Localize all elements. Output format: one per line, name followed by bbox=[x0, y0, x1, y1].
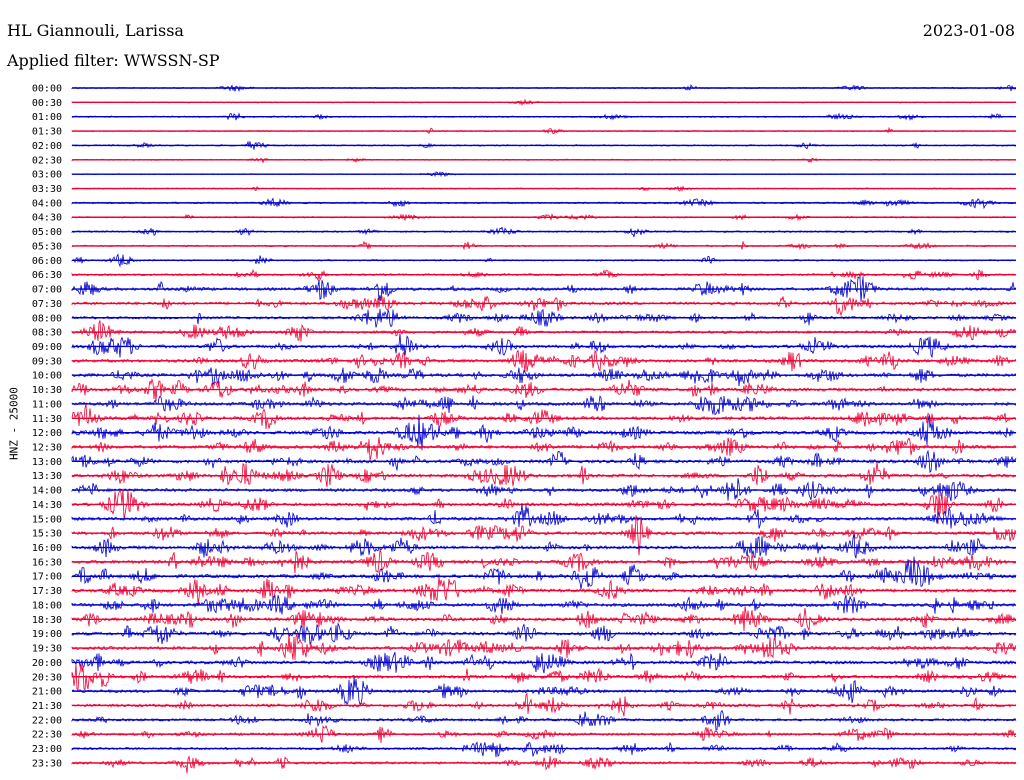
row-time-label: 17:00 bbox=[32, 572, 62, 583]
row-time-label: 12:00 bbox=[32, 428, 62, 439]
row-time-label: 01:30 bbox=[32, 127, 62, 138]
row-time-label: 18:30 bbox=[32, 615, 62, 626]
row-time-label: 10:30 bbox=[32, 385, 62, 396]
row-time-label: 10:00 bbox=[32, 371, 62, 382]
row-time-label: 16:00 bbox=[32, 543, 62, 554]
row-time-label: 02:30 bbox=[32, 155, 62, 166]
row-time-label: 16:30 bbox=[32, 557, 62, 568]
row-time-label: 18:00 bbox=[32, 600, 62, 611]
row-time-label: 02:00 bbox=[32, 141, 62, 152]
row-time-label: 19:00 bbox=[32, 629, 62, 640]
date-label: 2023-01-08 bbox=[922, 21, 1015, 40]
row-time-label: 05:00 bbox=[32, 227, 62, 238]
row-time-label: 04:30 bbox=[32, 213, 62, 224]
trace-line bbox=[71, 333, 1017, 359]
row-time-label: 20:00 bbox=[32, 658, 62, 669]
row-time-label: 17:30 bbox=[32, 586, 62, 597]
trace-line bbox=[71, 437, 1017, 461]
trace-line bbox=[71, 533, 1017, 559]
trace-line bbox=[71, 367, 1017, 387]
row-time-label: 19:30 bbox=[32, 644, 62, 655]
row-time-label: 15:30 bbox=[32, 529, 62, 540]
row-time-label: 13:00 bbox=[32, 457, 62, 468]
row-time-label: 00:30 bbox=[32, 98, 62, 109]
trace-line bbox=[71, 414, 1017, 451]
row-time-label: 03:30 bbox=[32, 184, 62, 195]
row-time-label: 23:30 bbox=[32, 758, 62, 769]
trace-line bbox=[71, 755, 1017, 774]
trace-line bbox=[71, 633, 1017, 660]
row-time-label: 08:00 bbox=[32, 313, 62, 324]
filter-label: Applied filter: WWSSN-SP bbox=[7, 51, 220, 70]
row-time-label: 08:30 bbox=[32, 328, 62, 339]
row-time-label: 12:30 bbox=[32, 443, 62, 454]
row-time-label: 11:30 bbox=[32, 414, 62, 425]
row-time-label: 04:00 bbox=[32, 198, 62, 209]
row-time-label: 09:00 bbox=[32, 342, 62, 353]
trace-line bbox=[71, 741, 1016, 758]
row-time-label: 22:30 bbox=[32, 730, 62, 741]
row-time-label: 03:00 bbox=[32, 170, 62, 181]
row-time-label: 23:00 bbox=[32, 744, 62, 755]
row-time-label: 01:00 bbox=[32, 112, 62, 123]
row-time-label: 07:30 bbox=[32, 299, 62, 310]
row-time-label: 21:30 bbox=[32, 701, 62, 712]
row-time-label: 09:30 bbox=[32, 356, 62, 367]
row-time-label: 11:00 bbox=[32, 399, 62, 410]
row-time-label: 22:00 bbox=[32, 715, 62, 726]
row-time-label: 06:30 bbox=[32, 270, 62, 281]
trace-line bbox=[71, 395, 1017, 416]
row-time-label: 13:30 bbox=[32, 471, 62, 482]
trace-line bbox=[71, 320, 1017, 342]
row-time-label: 06:00 bbox=[32, 256, 62, 267]
row-time-label: 14:30 bbox=[32, 500, 62, 511]
row-time-label: 20:30 bbox=[32, 672, 62, 683]
trace-line bbox=[71, 403, 1017, 430]
trace-line bbox=[71, 295, 1017, 317]
row-time-label: 00:00 bbox=[32, 84, 62, 95]
station-title: HL Giannouli, Larissa bbox=[7, 21, 184, 40]
row-time-label: 15:00 bbox=[32, 514, 62, 525]
row-time-label: 05:30 bbox=[32, 241, 62, 252]
row-time-label: 21:00 bbox=[32, 687, 62, 698]
row-time-label: 07:00 bbox=[32, 285, 62, 296]
row-time-label: 14:00 bbox=[32, 486, 62, 497]
